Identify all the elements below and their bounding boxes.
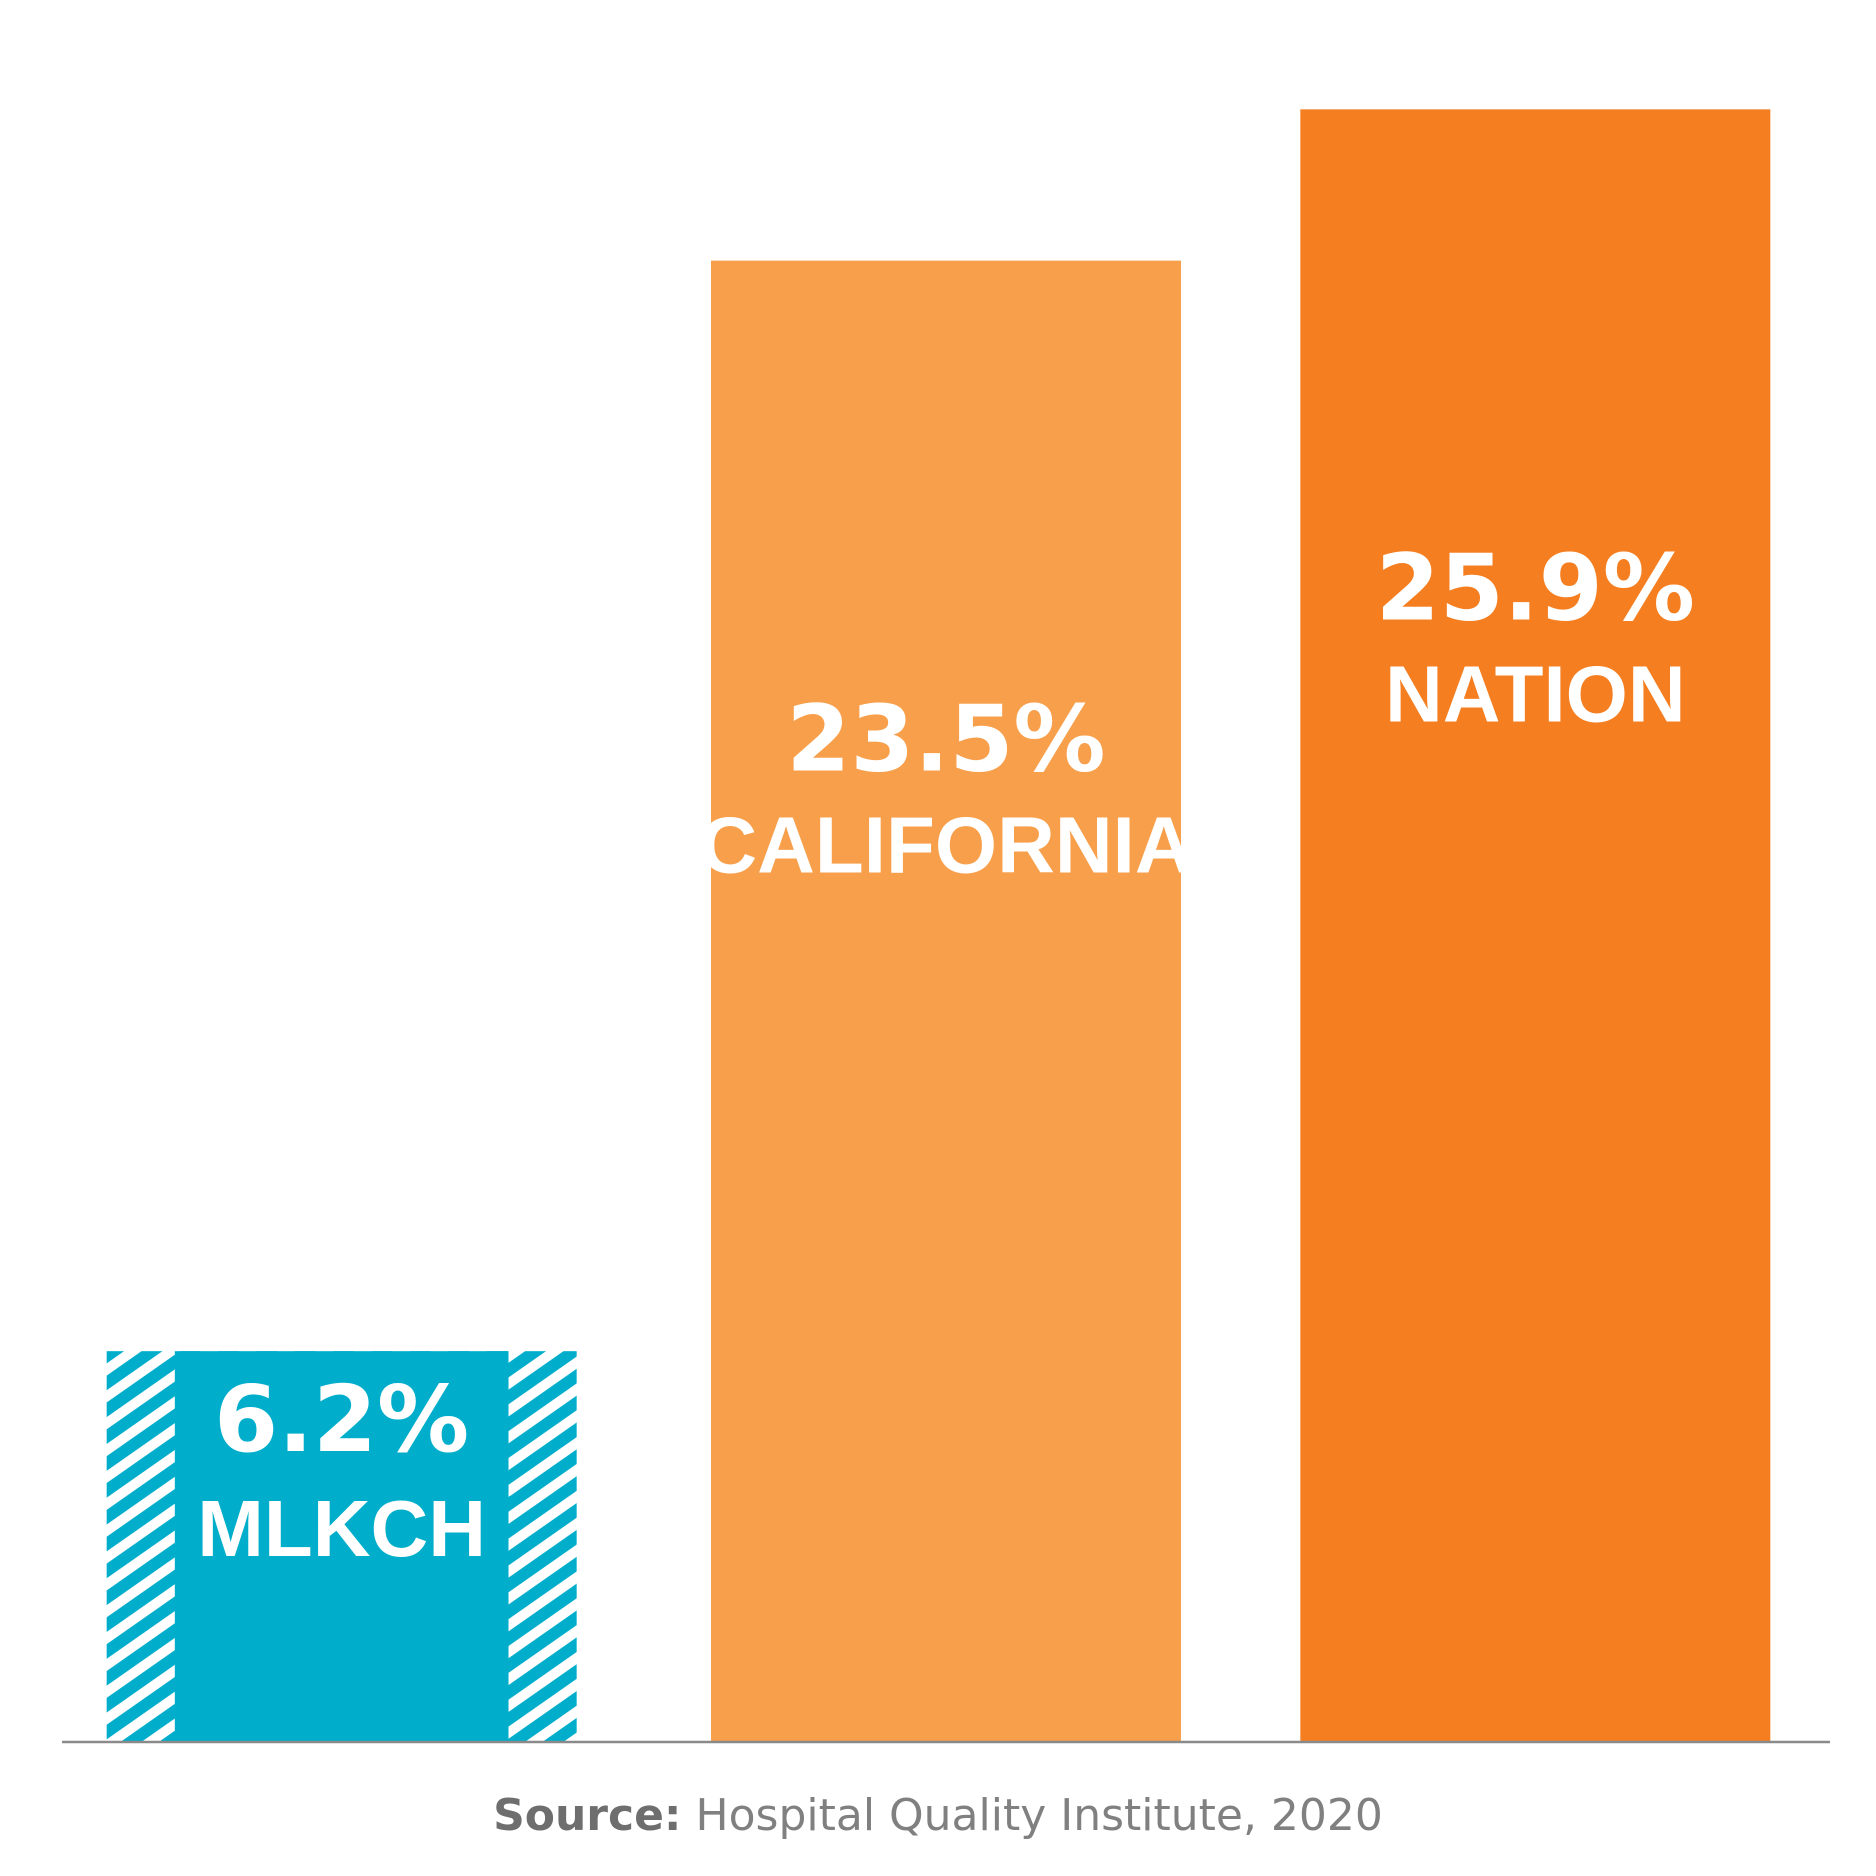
- bar-california: [711, 260, 1181, 1742]
- category-label-california: CALIFORNIA: [699, 801, 1192, 890]
- value-label-mlkch: 6.2%: [214, 1366, 469, 1473]
- category-label-mlkch: MLKCH: [197, 1484, 486, 1573]
- category-label-nation: NATION: [1385, 649, 1686, 738]
- bar-nation: [1300, 109, 1771, 1743]
- bar-mlkch: [174, 1351, 509, 1742]
- source-note: Source: Hospital Quality Institute, 2020: [0, 1790, 1876, 1841]
- value-label-nation: 25.9%: [1376, 534, 1695, 641]
- source-text: Hospital Quality Institute, 2020: [681, 1790, 1383, 1841]
- source-label: Source:: [493, 1790, 682, 1841]
- value-label-california: 23.5%: [786, 686, 1105, 793]
